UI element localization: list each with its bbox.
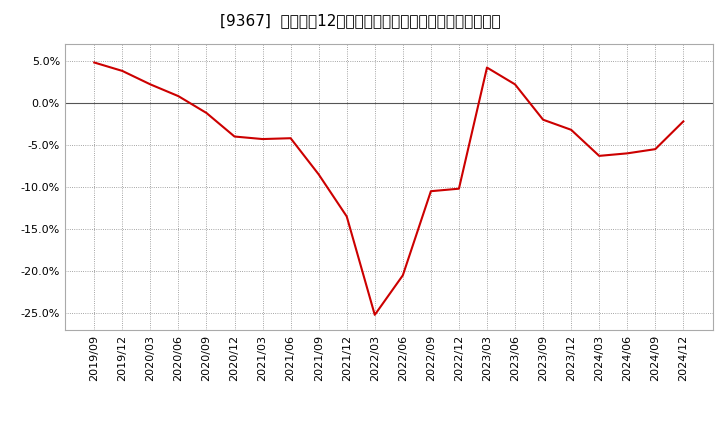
Text: [9367]  売上高の12か月移動合計の対前年同期増減率の推移: [9367] 売上高の12か月移動合計の対前年同期増減率の推移	[220, 13, 500, 28]
